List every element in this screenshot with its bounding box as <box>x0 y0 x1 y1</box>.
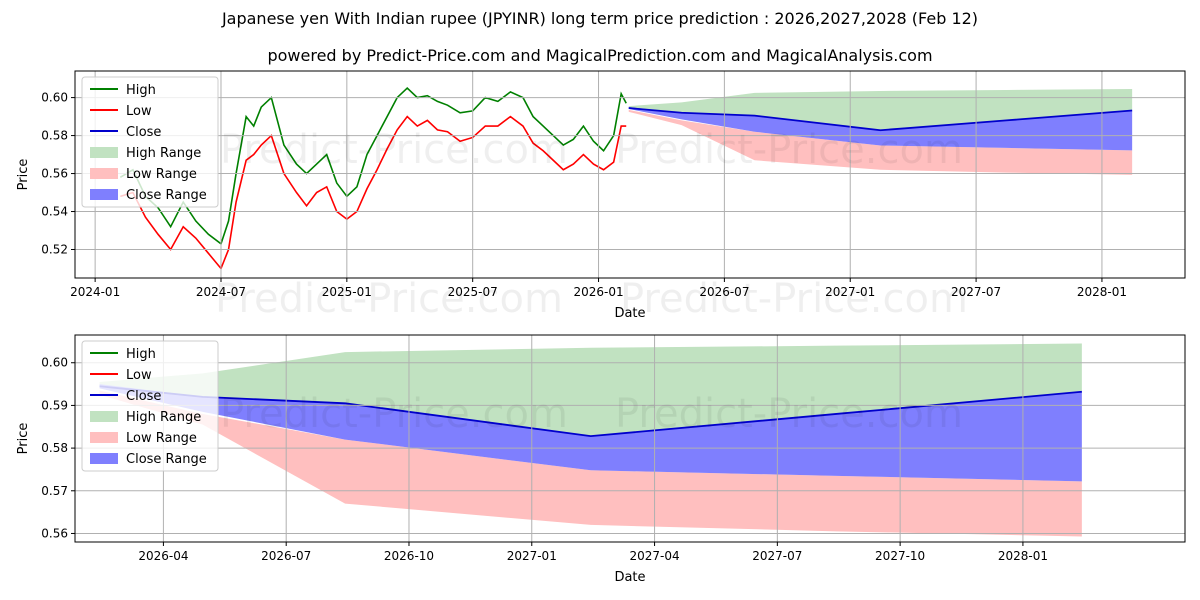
legend-item-high-range: High Range <box>90 146 201 161</box>
legend-label: High <box>126 83 156 98</box>
top-y-tick-label: 0.54 <box>41 205 68 219</box>
bottom-watermark: Predict-Price.com <box>615 391 963 437</box>
bottom-x-tick-label: 2027-01 <box>507 549 557 563</box>
top-x-tick-label: 2025-07 <box>448 285 498 299</box>
bottom-x-tick-label: 2026-07 <box>261 549 311 563</box>
bottom-close-range-area <box>99 384 1082 482</box>
legend-swatch-patch <box>90 453 118 464</box>
top-x-tick-label: 2025-01 <box>322 285 372 299</box>
legend-swatch-patch <box>90 432 118 443</box>
legend-label: Low Range <box>126 431 197 446</box>
top-axes-frame <box>74 70 1186 279</box>
legend-label: Close <box>126 389 161 404</box>
legend-swatch-patch <box>90 411 118 422</box>
bottom-x-tick-label: 2027-10 <box>875 549 925 563</box>
top-x-tick-label: 2028-01 <box>1077 285 1127 299</box>
bottom-x-axis-label: Date <box>614 570 645 585</box>
bottom-y-axis-label: Price <box>16 423 31 455</box>
bottom-y-tick-label: 0.56 <box>41 526 68 540</box>
top-plot-area <box>119 86 1133 271</box>
bottom-legend: High Low Close High Range Low Range Close Ran… <box>81 340 219 472</box>
legend-label: Close Range <box>126 188 207 203</box>
bottom-x-tick-label: 2027-04 <box>629 549 679 563</box>
top-x-tick-label: 2027-07 <box>951 285 1001 299</box>
bottom-plot-area <box>99 343 1082 537</box>
legend-label: High <box>126 347 156 362</box>
top-x-tick-label: 2027-01 <box>825 285 875 299</box>
top-y-axis-label: Price <box>16 159 31 191</box>
bottom-y-tick-label: 0.59 <box>41 398 68 412</box>
top-x-tick-label: 2024-01 <box>70 285 120 299</box>
top-watermark: Predict-Price.com <box>620 276 968 322</box>
legend-item-close: Close <box>90 389 161 404</box>
legend-item-high: High <box>90 83 156 98</box>
top-watermark: Predict-Price.com <box>220 127 568 173</box>
legend-item-low-range: Low Range <box>90 431 197 446</box>
bottom-watermark: Predict-Price.com <box>220 391 568 437</box>
chart-subtitle: powered by Predict-Price.com and Magical… <box>267 46 933 65</box>
top-close-forecast-line <box>628 107 1133 132</box>
top-watermark: Predict-Price.com <box>215 276 563 322</box>
bottom-x-tick-label: 2027-07 <box>752 549 802 563</box>
legend-swatch-patch <box>90 147 118 158</box>
bottom-axes-frame <box>74 334 1186 543</box>
bottom-y-tick-label: 0.60 <box>41 356 68 370</box>
legend-item-high-range: High Range <box>90 410 201 425</box>
legend-item-low: Low <box>90 368 152 383</box>
top-low-range-area <box>628 109 1133 175</box>
legend-label: Close Range <box>126 452 207 467</box>
legend-item-low: Low <box>90 104 152 119</box>
legend-swatch-patch <box>90 168 118 179</box>
legend-item-high: High <box>90 347 156 362</box>
legend-item-close: Close <box>90 125 161 140</box>
top-x-tick-label: 2026-07 <box>699 285 749 299</box>
legend-label: Low <box>126 104 152 119</box>
bottom-high-range-area <box>99 343 1082 437</box>
bottom-y-tick-label: 0.57 <box>41 484 68 498</box>
top-y-tick-label: 0.60 <box>41 91 68 105</box>
top-watermark: Predict-Price.com <box>615 127 963 173</box>
top-x-tick-label: 2026-01 <box>573 285 623 299</box>
bottom-x-tick-label: 2026-10 <box>384 549 434 563</box>
top-x-tick-label: 2024-07 <box>196 285 246 299</box>
bottom-y-tick-label: 0.58 <box>41 441 68 455</box>
legend-label: Close <box>126 125 161 140</box>
legend-item-close-range: Close Range <box>90 188 207 203</box>
top-close-range-area <box>628 107 1133 151</box>
legend-swatch-patch <box>90 189 118 200</box>
top-legend: High Low Close High Range Low Range Close Ran… <box>81 76 219 208</box>
top-y-tick-label: 0.56 <box>41 167 68 181</box>
legend-item-low-range: Low Range <box>90 167 197 182</box>
legend-item-close-range: Close Range <box>90 452 207 467</box>
chart-title: Japanese yen With Indian rupee (JPYINR) … <box>221 9 979 28</box>
top-x-axis-label: Date <box>614 306 645 321</box>
legend-label: Low Range <box>126 167 197 182</box>
bottom-x-tick-label: 2026-04 <box>138 549 188 563</box>
bottom-low-range-area <box>99 390 1082 537</box>
top-y-tick-label: 0.58 <box>41 129 68 143</box>
legend-label: Low <box>126 368 152 383</box>
top-y-tick-label: 0.52 <box>41 243 68 257</box>
legend-label: High Range <box>126 410 201 425</box>
bottom-x-tick-label: 2028-01 <box>998 549 1048 563</box>
legend-label: High Range <box>126 146 201 161</box>
